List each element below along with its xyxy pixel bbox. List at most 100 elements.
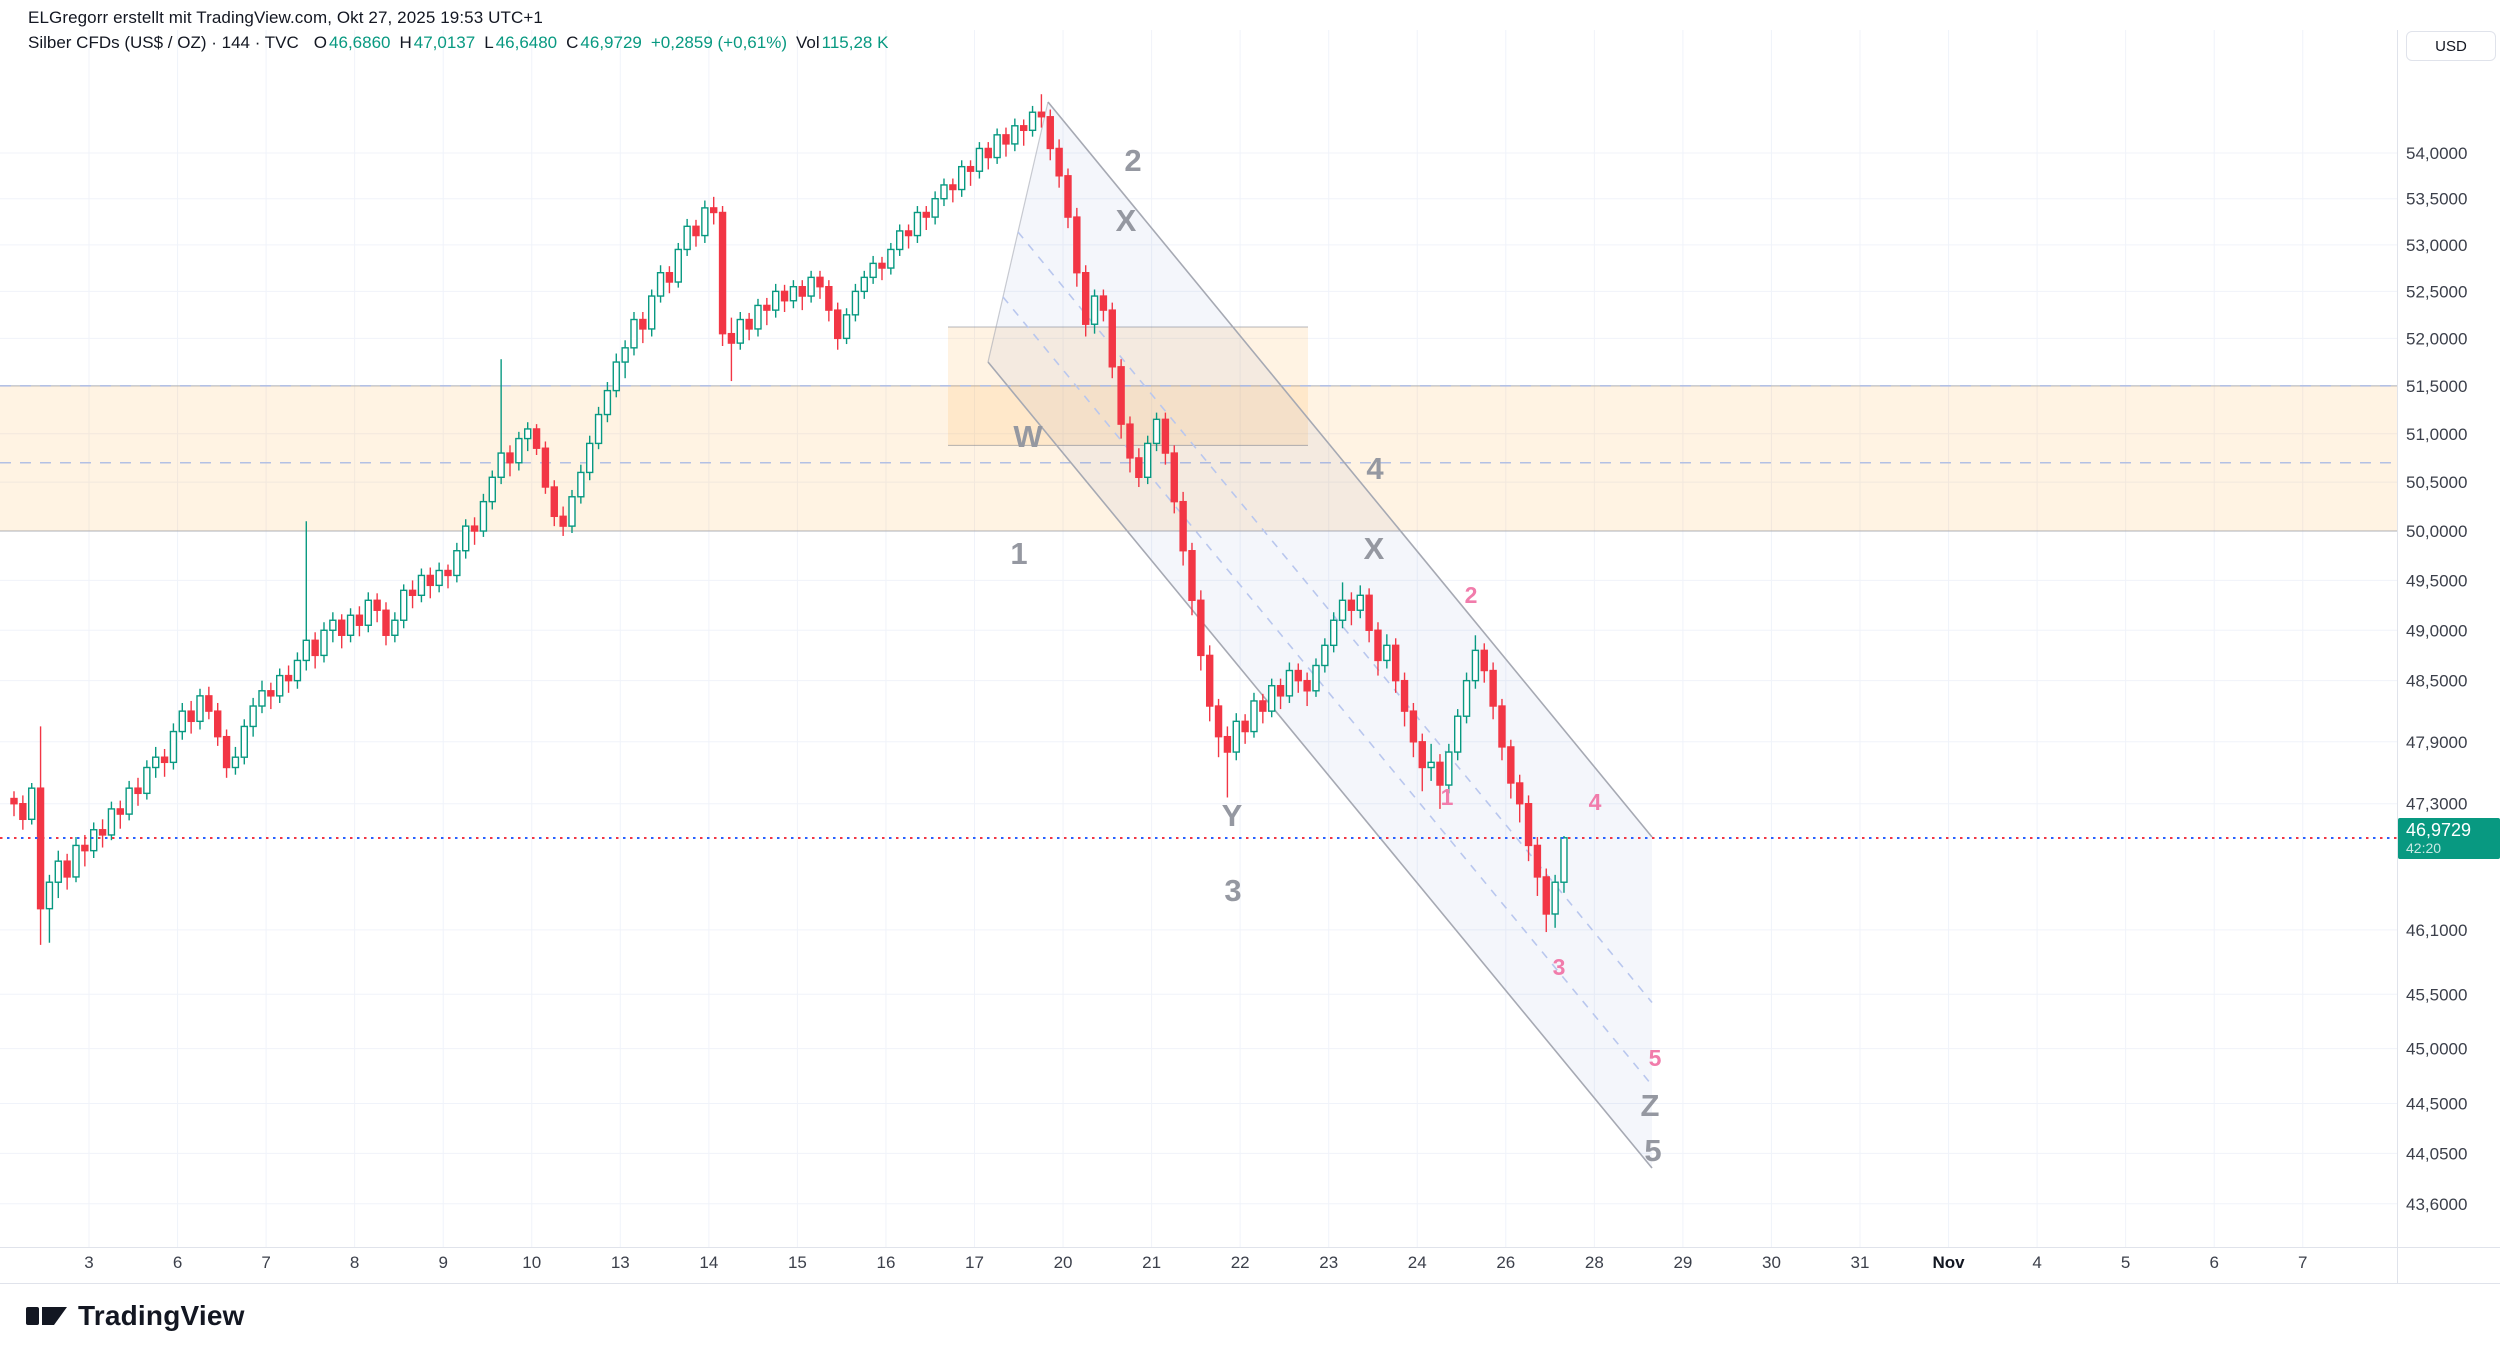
- time-tick-label: 9: [438, 1253, 447, 1272]
- candle: [754, 298, 762, 337]
- candle: [10, 791, 18, 817]
- time-tick-label: 7: [2298, 1253, 2307, 1272]
- candle: [1099, 289, 1108, 322]
- candle: [1152, 412, 1161, 452]
- wave-label-pink[interactable]: 2: [1465, 582, 1478, 608]
- candle: [196, 688, 204, 730]
- candle: [1524, 795, 1533, 862]
- wave-label-gray[interactable]: W: [1013, 419, 1043, 454]
- elliott-channel[interactable]: [987, 101, 1653, 1169]
- wave-label-pink[interactable]: 5: [1649, 1045, 1662, 1071]
- candle: [586, 435, 594, 481]
- candle: [364, 592, 372, 633]
- candle: [1515, 774, 1524, 823]
- currency-toggle-button[interactable]: USD: [2406, 31, 2496, 61]
- time-axis[interactable]: 3 6 7 8 9 10 13 14 15 16 17 20 21 22 23 24 26 28 29 30 31 Nov…: [84, 1253, 2307, 1272]
- candle: [984, 142, 992, 170]
- candle: [134, 777, 142, 806]
- candle: [524, 422, 532, 452]
- candle: [692, 219, 700, 247]
- symbol-legend[interactable]: Silber CFDs (US$ / OZ) · 144 · TVC O 46,6…: [28, 33, 888, 53]
- price-tick-label: 53,5000: [2406, 190, 2467, 209]
- price-tick-label: 48,5000: [2406, 672, 2467, 691]
- candle: [816, 270, 824, 299]
- candle: [922, 206, 930, 231]
- candle: [1046, 109, 1054, 161]
- candle: [1205, 645, 1214, 722]
- candle: [355, 606, 364, 637]
- price-tick-label: 51,5000: [2406, 377, 2467, 396]
- wave-label-gray[interactable]: Z: [1641, 1088, 1660, 1123]
- candle: [878, 256, 886, 281]
- time-tick-label: 28: [1585, 1253, 1604, 1272]
- time-tick-label: 5: [2121, 1253, 2130, 1272]
- candle: [222, 729, 231, 778]
- wave-label-gray[interactable]: 3: [1224, 873, 1241, 908]
- time-axis-border-bottom: [0, 1283, 2500, 1284]
- candle: [763, 297, 771, 326]
- symbol-title: Silber CFDs (US$ / OZ) · 144 · TVC: [28, 33, 299, 52]
- tradingview-logo-text: TradingView: [78, 1300, 245, 1331]
- candle: [975, 142, 984, 179]
- candle: [896, 224, 904, 256]
- candle: [311, 632, 319, 669]
- candle: [72, 837, 80, 883]
- candle: [54, 850, 62, 899]
- wave-label-gray[interactable]: 2: [1124, 143, 1141, 178]
- price-tick-label: 43,6000: [2406, 1195, 2467, 1214]
- price-tick-label: 50,5000: [2406, 473, 2467, 492]
- candle: [727, 317, 736, 382]
- candle: [1011, 118, 1019, 152]
- wave-label-gray[interactable]: X: [1364, 531, 1385, 566]
- candle: [532, 424, 541, 455]
- candle: [107, 801, 116, 841]
- candle: [798, 280, 806, 311]
- candle: [1374, 622, 1382, 676]
- ohlc-high: H 47,0137: [399, 33, 476, 52]
- candle: [630, 312, 638, 356]
- candle: [1081, 265, 1090, 337]
- wave-label-pink[interactable]: 1: [1441, 784, 1454, 810]
- candle: [949, 178, 957, 203]
- price-axis[interactable]: 54,0000 53,5000 53,0000 52,5000 52,0000 51,50…: [2406, 144, 2467, 1214]
- wave-label-gray[interactable]: Y: [1222, 798, 1243, 833]
- wave-label-gray[interactable]: X: [1116, 203, 1137, 238]
- time-axis-border-top: [0, 1247, 2500, 1248]
- candle: [382, 602, 390, 646]
- candle: [559, 506, 567, 536]
- price-tick-label: 49,0000: [2406, 621, 2467, 640]
- supply-zone[interactable]: [0, 326, 2397, 532]
- current-price-badge[interactable]: 46,9729 42:20: [2398, 817, 2500, 859]
- wave-label-gray[interactable]: 1: [1010, 536, 1027, 571]
- candle: [1498, 698, 1506, 761]
- price-tick-label: 46,1000: [2406, 921, 2467, 940]
- candle: [258, 680, 266, 714]
- candle: [116, 800, 124, 829]
- time-tick-label: 21: [1142, 1253, 1161, 1272]
- candle: [1471, 635, 1480, 689]
- candle: [90, 822, 98, 859]
- candle: [453, 542, 461, 583]
- wave-label-pink[interactable]: 4: [1589, 789, 1602, 815]
- time-tick-label: 24: [1408, 1253, 1427, 1272]
- candle: [957, 160, 966, 197]
- candle: [81, 834, 89, 867]
- wave-label-gray[interactable]: 5: [1644, 1133, 1661, 1168]
- candle: [338, 614, 346, 649]
- wave-label-gray[interactable]: 4: [1366, 451, 1384, 486]
- candle: [45, 874, 54, 943]
- candle: [1400, 672, 1409, 727]
- candle: [1188, 542, 1196, 616]
- price-tick-label: 44,5000: [2406, 1094, 2467, 1113]
- wave-label-pink[interactable]: 3: [1553, 954, 1566, 980]
- candle: [1276, 678, 1285, 710]
- tradingview-logo[interactable]: TradingView: [26, 1300, 245, 1332]
- candle: [400, 584, 408, 629]
- price-tick-label: 45,0000: [2406, 1040, 2467, 1059]
- time-tick-label: 14: [699, 1253, 718, 1272]
- candle: [1161, 412, 1170, 465]
- candle: [231, 746, 240, 775]
- candle: [1241, 714, 1249, 744]
- price-change: +0,2859 (+0,61%): [650, 33, 787, 52]
